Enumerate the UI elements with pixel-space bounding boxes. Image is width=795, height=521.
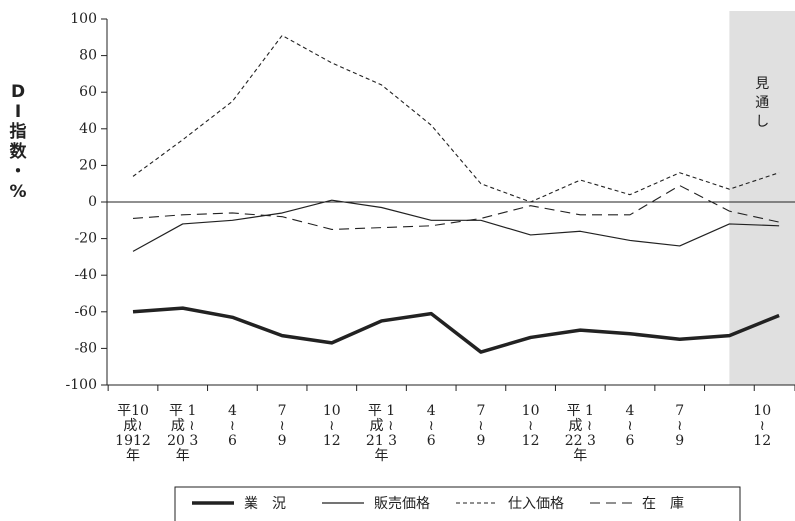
legend-label: 仕入価格 [508,496,564,512]
x-tick-label: 平10 成≀ 1912 年 [115,403,151,464]
forecast-label: 見通し [755,76,769,130]
legend-box [174,486,741,521]
x-tick-label: 10 ≀ 12 [753,403,771,449]
x-tick-label: 7 ≀ 9 [675,403,684,449]
x-tick-label: 4 ≀ 6 [626,403,635,449]
series-line [132,184,780,230]
series-line [132,34,780,203]
x-tick-label: 10 ≀ 12 [522,403,540,449]
x-tick-label: 4 ≀ 6 [228,403,237,449]
y-tick-label: 60 [79,84,97,100]
legend-label: 在 庫 [642,495,684,512]
legend-label: 業 況 [244,496,286,512]
x-tick-label: 7 ≀ 9 [476,403,485,449]
y-tick-label: -40 [74,267,97,283]
forecast-region [729,11,795,385]
y-tick-label: -80 [74,340,97,356]
series-line [132,306,780,354]
x-tick-label: 10 ≀ 12 [323,403,341,449]
y-tick-label: 0 [88,194,97,210]
series-line [132,199,780,252]
y-tick-label: -20 [74,231,97,247]
y-tick-label: -100 [66,377,97,393]
y-tick-label: 80 [79,48,97,64]
y-tick-label: 40 [79,121,97,137]
y-tick-label: 20 [79,157,97,173]
y-tick-label: -60 [74,304,97,320]
y-axis-label: D I 指数・% [9,82,27,202]
legend-label: 販売価格 [374,496,430,512]
x-tick-label: 7 ≀ 9 [278,403,287,449]
y-tick-label: 100 [70,11,97,27]
x-tick-label: 4 ≀ 6 [427,403,436,449]
